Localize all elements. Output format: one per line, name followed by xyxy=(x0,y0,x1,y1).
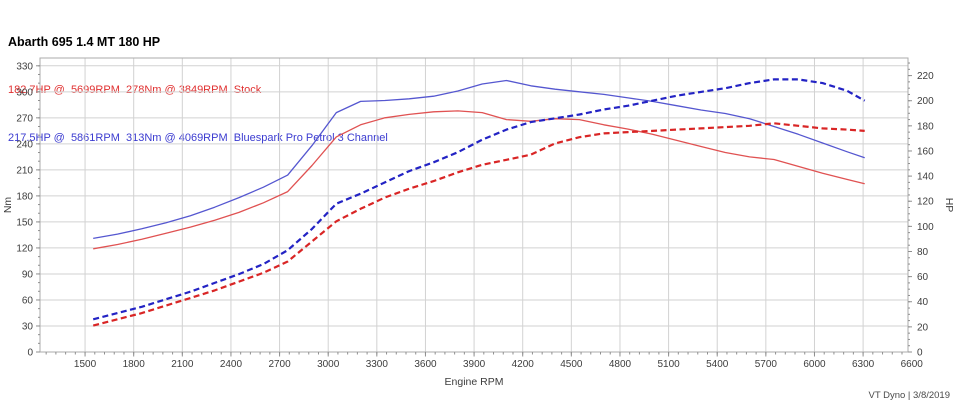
svg-text:5700: 5700 xyxy=(755,359,778,370)
svg-text:60: 60 xyxy=(917,272,929,283)
svg-text:5400: 5400 xyxy=(706,359,729,370)
series-tuned-torque xyxy=(93,79,865,240)
chart-title: Abarth 695 1.4 MT 180 HP xyxy=(8,35,161,49)
svg-text:330: 330 xyxy=(16,61,33,72)
svg-text:1800: 1800 xyxy=(123,359,146,370)
right-axis-title: HP xyxy=(943,198,955,213)
svg-text:200: 200 xyxy=(917,96,934,107)
legend-tuned: 217.5HP @ 5861RPM 313Nm @ 4069RPM Bluesp… xyxy=(8,132,388,144)
left-axis-title: Nm xyxy=(2,197,14,214)
svg-text:40: 40 xyxy=(917,297,929,308)
svg-text:3900: 3900 xyxy=(463,359,486,370)
svg-text:160: 160 xyxy=(917,146,934,157)
svg-text:240: 240 xyxy=(16,139,33,150)
svg-text:0: 0 xyxy=(27,348,33,359)
svg-text:300: 300 xyxy=(16,87,33,98)
svg-text:100: 100 xyxy=(917,222,934,233)
svg-text:90: 90 xyxy=(22,269,34,280)
axis-tick-labels: 1500 1800 2100 2400 2700 3000 3300 3600 3900 4200… xyxy=(16,61,934,370)
svg-text:60: 60 xyxy=(22,295,34,306)
svg-text:4800: 4800 xyxy=(609,359,632,370)
svg-text:3000: 3000 xyxy=(317,359,340,370)
svg-text:270: 270 xyxy=(16,113,33,124)
series-tuned-power xyxy=(92,78,866,321)
svg-text:180: 180 xyxy=(16,191,33,202)
dyno-credit: VT Dyno | 3/8/2019 xyxy=(868,390,950,401)
svg-text:0: 0 xyxy=(917,348,923,359)
svg-text:4200: 4200 xyxy=(512,359,535,370)
series-stock-torque xyxy=(93,110,865,250)
svg-text:150: 150 xyxy=(16,217,33,228)
svg-text:180: 180 xyxy=(917,121,934,132)
svg-text:6000: 6000 xyxy=(803,359,826,370)
svg-text:2700: 2700 xyxy=(268,359,291,370)
chart-header: Abarth 695 1.4 MT 180 HP 182.7HP @ 5699R… xyxy=(8,2,388,178)
series-stock-power xyxy=(92,122,865,327)
axis-ticks xyxy=(36,62,912,357)
svg-text:3600: 3600 xyxy=(414,359,437,370)
x-axis-title: Engine RPM xyxy=(445,376,504,388)
svg-text:3300: 3300 xyxy=(366,359,389,370)
svg-text:210: 210 xyxy=(16,165,33,176)
svg-text:4500: 4500 xyxy=(560,359,583,370)
svg-text:20: 20 xyxy=(917,322,929,333)
svg-text:5100: 5100 xyxy=(657,359,680,370)
svg-text:6300: 6300 xyxy=(852,359,875,370)
svg-text:1500: 1500 xyxy=(74,359,97,370)
svg-text:120: 120 xyxy=(917,197,934,208)
svg-text:2100: 2100 xyxy=(171,359,194,370)
legend-stock: 182.7HP @ 5699RPM 278Nm @ 3849RPM Stock xyxy=(8,84,262,96)
svg-text:30: 30 xyxy=(22,321,34,332)
svg-text:120: 120 xyxy=(16,243,33,254)
svg-text:220: 220 xyxy=(917,71,934,82)
svg-text:80: 80 xyxy=(917,247,929,258)
gridlines xyxy=(40,58,908,352)
svg-text:6600: 6600 xyxy=(901,359,924,370)
svg-text:2400: 2400 xyxy=(220,359,243,370)
svg-text:140: 140 xyxy=(917,172,934,183)
